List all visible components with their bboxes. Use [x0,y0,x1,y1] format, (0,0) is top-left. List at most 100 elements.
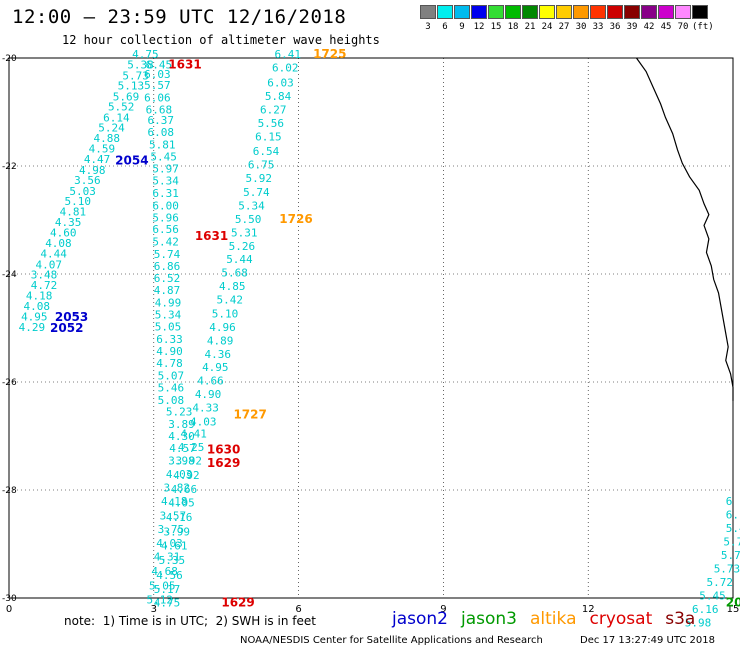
y-tick-label: -28 [2,486,17,496]
wave-height-value: 5.50 [235,213,262,226]
wave-height-value: 3.48 [31,269,58,282]
wave-height-value: 5.03 [69,185,96,198]
wave-height-value: 5.07 [158,370,185,383]
wave-height-value: 3.98 [168,454,195,467]
satellite-legend-altika: altika [530,609,577,629]
wave-height-value: 6.56 [152,223,179,236]
map-frame [8,57,734,599]
wave-height-value: 4.72 [31,279,58,292]
wave-height-value: 4.95 [202,361,229,374]
credit-text: NOAA/NESDIS Center for Satellite Applica… [240,635,543,646]
wave-height-value: 3.57 [160,509,187,522]
legend-label: 9 [459,22,465,32]
wave-height-value: 4.03 [156,537,183,550]
wave-height-value: 4.03 [190,415,217,428]
wave-height-value: 6.16 [692,603,719,616]
wave-height-value: 4.90 [156,345,183,358]
wave-height-value: 4.31 [154,550,181,563]
wave-height-value: 4.99 [155,297,182,310]
track-pass-label: 1726 [279,212,312,226]
wave-height-value: 4.29 [19,321,46,334]
wave-height-value: 4.41 [180,427,207,440]
wave-height-value: 6.00 [152,199,179,212]
legend-swatch [437,5,453,19]
track-pass-label: 20 [726,595,740,609]
wave-height-value: 3.75 [158,523,185,536]
wave-height-value: 5.23 [166,406,193,419]
legend-label: 18 [507,22,519,32]
wave-height-value: 5.45 [699,589,726,602]
wave-height-value: 4.85 [219,280,246,293]
x-tick-label: 0 [6,604,12,615]
track-pass-label: 2052 [50,321,83,335]
wave-height-value: 4.66 [171,483,198,496]
legend-label: 36 [609,22,621,32]
wave-height-value: 5.42 [217,293,244,306]
wave-height-value: 6.68 [146,103,173,116]
legend-swatch [692,5,708,19]
legend-label: 6 [442,22,448,32]
wave-height-value: 5.57 [144,79,171,92]
wave-height-value: 4.56 [156,569,183,582]
wave-height-value: 5.52 [108,101,134,114]
wave-height-value: 6.33 [156,333,183,346]
wave-height-value: 5.24 [98,122,125,135]
legend-labels: 3 6 9 12 15 18 21 24 27 30 33 36 39 42 45 70 (ft) [420,22,713,34]
legend-label: 15 [490,22,502,32]
page-title: 12:00 — 23:59 UTC 12/16/2018 [12,6,347,28]
wave-height-value: 5.38 [127,58,153,71]
wave-height-value: 5.81 [149,138,176,151]
wave-height-value: 4.61 [161,540,188,553]
wave-height-value: 4.30 [168,430,195,443]
wave-height-value: 4.89 [207,334,234,347]
wave-height-value: 6 [726,495,733,508]
wave-height-value: 5.13 [118,80,145,93]
legend-swatch [641,5,657,19]
legend-swatch [607,5,623,19]
wave-height-value: 4.33 [192,401,219,414]
legend-swatches [420,5,709,19]
y-tick-label: -26 [2,378,17,388]
wave-height-value: 4.60 [50,226,77,239]
wave-height-value: 5.34 [155,309,182,322]
wave-height-value: 4.78 [156,357,183,370]
wave-height-value: 3.82 [163,481,190,494]
wave-height-value: 4.18 [161,495,188,508]
legend-label: 45 [660,22,672,32]
wave-height-value: 6.52 [154,272,181,285]
wave-height-value: 5.10 [65,195,92,208]
wave-height-value: 4.81 [60,205,87,218]
legend-label: 24 [541,22,553,32]
track-pass-label: 1629 [207,456,240,470]
wave-height-value: 5.97 [152,163,179,176]
wave-height-value: 4.36 [204,348,231,361]
track-pass-label: 2053 [55,310,88,324]
y-tick-label: -24 [2,270,17,280]
track-pass-label: 1727 [233,407,266,421]
wave-height-value: 4.66 [197,374,224,387]
legend-swatch [454,5,470,19]
wave-height-value: 4.75 [132,48,159,61]
wave-height-value: 5.46 [158,381,185,394]
wave-height-value: 4.90 [195,388,222,401]
wave-height-value: 4.75 [154,596,181,609]
wave-height-value: 5.34 [152,175,179,188]
footer-note: note: 1) Time is in UTC; 2) SWH is in fe… [64,614,316,628]
wave-height-value: 5.34 [238,199,265,212]
y-tick-label: -30 [2,594,17,604]
legend-swatch [471,5,487,19]
x-tick-label: 3 [151,604,157,615]
x-tick-label: 9 [440,604,446,615]
wave-height-value: 5.98 [685,616,712,629]
wave-height-value: 4.87 [154,284,181,297]
wave-height-value: 5.26 [229,240,256,253]
wave-height-value: 5.71 [723,535,740,548]
wave-height-value: 5.05 [155,320,182,333]
wave-height-value: 5.68 [221,266,248,279]
legend-swatch [488,5,504,19]
generated-timestamp: Dec 17 13:27:49 UTC 2018 [580,635,715,646]
wave-height-value: 5.73 [721,549,740,562]
wave-height-value: 5.44 [226,253,253,266]
legend-swatch [420,5,436,19]
legend-swatch [624,5,640,19]
